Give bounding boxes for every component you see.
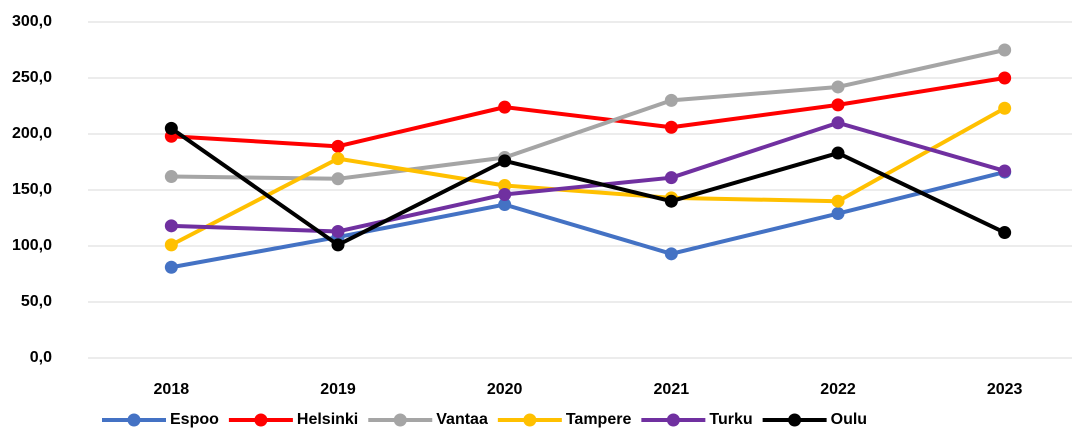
- data-point: [331, 224, 345, 238]
- y-tick-label: 300,0: [12, 13, 52, 30]
- legend-marker: [127, 413, 141, 427]
- data-point: [998, 101, 1012, 115]
- data-point: [164, 260, 178, 274]
- data-point: [498, 100, 512, 114]
- legend-marker: [254, 413, 268, 427]
- x-tick-label: 2020: [487, 381, 523, 398]
- y-tick-label: 250,0: [12, 69, 52, 86]
- series-line: [171, 48, 1006, 181]
- legend-label: Oulu: [831, 411, 867, 428]
- data-point: [331, 152, 345, 166]
- data-point: [498, 198, 512, 212]
- x-tick-label: 2019: [320, 381, 356, 398]
- legend-label: Helsinki: [297, 411, 358, 428]
- y-tick-label: 50,0: [21, 293, 52, 310]
- data-point: [664, 93, 678, 107]
- data-point: [164, 219, 178, 233]
- y-tick-label: 150,0: [12, 181, 52, 198]
- data-point: [831, 116, 845, 130]
- data-point: [998, 226, 1012, 240]
- data-point: [664, 120, 678, 134]
- data-point: [831, 98, 845, 112]
- data-point: [831, 207, 845, 221]
- data-point: [831, 80, 845, 94]
- data-point: [664, 194, 678, 208]
- data-point: [664, 171, 678, 185]
- legend-marker: [788, 413, 802, 427]
- data-point: [498, 154, 512, 168]
- y-tick-label: 0,0: [30, 349, 52, 366]
- legend-label: Vantaa: [436, 411, 488, 428]
- data-point: [164, 121, 178, 135]
- legend-label: Espoo: [170, 411, 219, 428]
- data-point: [331, 139, 345, 153]
- x-tick-label: 2022: [820, 381, 856, 398]
- x-tick-label: 2023: [987, 381, 1023, 398]
- legend-marker: [666, 413, 680, 427]
- series-line: [170, 126, 1006, 247]
- legend-marker: [393, 413, 407, 427]
- data-point: [331, 172, 345, 186]
- data-point: [664, 247, 678, 261]
- series-line: [170, 106, 1006, 247]
- legend-label: Tampere: [566, 411, 632, 428]
- legend-label: Turku: [709, 411, 752, 428]
- data-point: [998, 71, 1012, 85]
- y-tick-label: 200,0: [12, 125, 52, 142]
- series-line: [171, 76, 1005, 149]
- data-point: [498, 179, 512, 193]
- series-line: [170, 170, 1006, 270]
- legend-marker: [523, 413, 537, 427]
- data-point: [998, 43, 1012, 57]
- x-tick-label: 2018: [154, 381, 190, 398]
- data-point: [998, 164, 1012, 178]
- data-point: [498, 187, 512, 201]
- y-tick-label: 100,0: [12, 237, 52, 254]
- data-point: [164, 238, 178, 252]
- data-point: [331, 238, 345, 252]
- x-tick-label: 2021: [654, 381, 690, 398]
- data-point: [831, 194, 845, 208]
- data-point: [831, 146, 845, 160]
- data-point: [164, 170, 178, 184]
- series-line: [171, 120, 1006, 234]
